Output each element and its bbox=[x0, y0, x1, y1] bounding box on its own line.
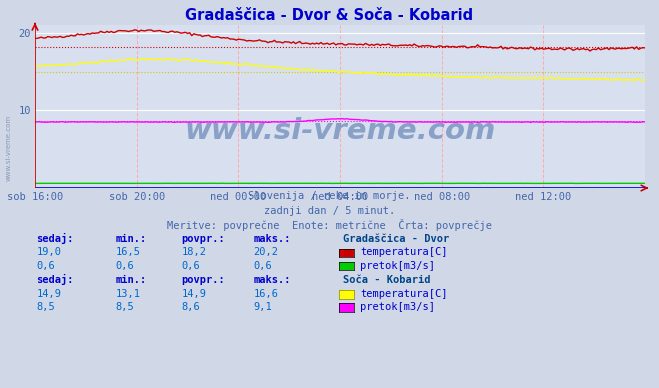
Text: min.:: min.: bbox=[115, 275, 146, 285]
Text: 13,1: 13,1 bbox=[115, 289, 140, 298]
Text: sedaj:: sedaj: bbox=[36, 233, 74, 244]
Text: 20,2: 20,2 bbox=[254, 247, 279, 257]
Text: www.si-vreme.com: www.si-vreme.com bbox=[5, 114, 12, 180]
Text: povpr.:: povpr.: bbox=[181, 234, 225, 244]
Text: 0,6: 0,6 bbox=[115, 261, 134, 270]
Text: temperatura[C]: temperatura[C] bbox=[360, 289, 448, 298]
Text: 9,1: 9,1 bbox=[254, 302, 272, 312]
Text: Meritve: povprečne  Enote: metrične  Črta: povprečje: Meritve: povprečne Enote: metrične Črta:… bbox=[167, 219, 492, 231]
Text: Gradaščica - Dvor: Gradaščica - Dvor bbox=[343, 234, 449, 244]
Text: maks.:: maks.: bbox=[254, 275, 291, 285]
Text: 8,5: 8,5 bbox=[36, 302, 55, 312]
Text: pretok[m3/s]: pretok[m3/s] bbox=[360, 261, 436, 270]
Text: 0,6: 0,6 bbox=[181, 261, 200, 270]
Text: 18,2: 18,2 bbox=[181, 247, 206, 257]
Text: 14,9: 14,9 bbox=[181, 289, 206, 298]
Text: 0,6: 0,6 bbox=[36, 261, 55, 270]
Text: pretok[m3/s]: pretok[m3/s] bbox=[360, 302, 436, 312]
Text: povpr.:: povpr.: bbox=[181, 275, 225, 285]
Text: 8,6: 8,6 bbox=[181, 302, 200, 312]
Text: 16,5: 16,5 bbox=[115, 247, 140, 257]
Text: zadnji dan / 5 minut.: zadnji dan / 5 minut. bbox=[264, 206, 395, 216]
Text: maks.:: maks.: bbox=[254, 234, 291, 244]
Text: Slovenija / reke in morje.: Slovenija / reke in morje. bbox=[248, 191, 411, 201]
Text: temperatura[C]: temperatura[C] bbox=[360, 247, 448, 257]
Text: 19,0: 19,0 bbox=[36, 247, 61, 257]
Text: min.:: min.: bbox=[115, 234, 146, 244]
Text: www.si-vreme.com: www.si-vreme.com bbox=[185, 117, 496, 145]
Text: 0,6: 0,6 bbox=[254, 261, 272, 270]
Text: 14,9: 14,9 bbox=[36, 289, 61, 298]
Text: 8,5: 8,5 bbox=[115, 302, 134, 312]
Text: Gradaščica - Dvor & Soča - Kobarid: Gradaščica - Dvor & Soča - Kobarid bbox=[185, 8, 474, 23]
Text: 16,6: 16,6 bbox=[254, 289, 279, 298]
Text: Soča - Kobarid: Soča - Kobarid bbox=[343, 275, 430, 285]
Text: sedaj:: sedaj: bbox=[36, 274, 74, 285]
